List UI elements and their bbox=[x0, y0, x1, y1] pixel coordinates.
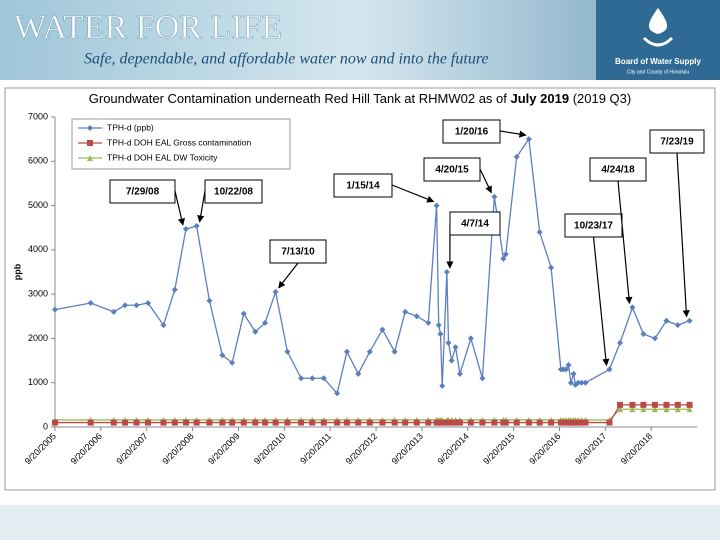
data-point bbox=[252, 420, 258, 426]
y-axis-label: ppb bbox=[12, 263, 22, 280]
data-point bbox=[88, 420, 94, 426]
data-point bbox=[379, 420, 385, 426]
y-tick-label: 2000 bbox=[28, 333, 48, 343]
y-tick-label: 3000 bbox=[28, 289, 48, 299]
data-point bbox=[617, 402, 623, 408]
data-point bbox=[457, 420, 463, 426]
data-point bbox=[675, 402, 681, 408]
data-point bbox=[503, 420, 509, 426]
y-tick-label: 5000 bbox=[28, 200, 48, 210]
y-tick-label: 7000 bbox=[28, 111, 48, 121]
data-point bbox=[111, 420, 117, 426]
annotation-label: 7/23/19 bbox=[660, 137, 694, 148]
legend-label: TPH-d DOH EAL DW Toxicity bbox=[107, 152, 218, 162]
annotation-label: 4/24/18 bbox=[601, 165, 635, 176]
legend-label: TPH-d (ppb) bbox=[107, 122, 154, 132]
data-point bbox=[241, 420, 247, 426]
data-point bbox=[652, 402, 658, 408]
data-point bbox=[334, 420, 340, 426]
data-point bbox=[52, 420, 58, 426]
data-point bbox=[526, 420, 532, 426]
annotation-label: 7/29/08 bbox=[126, 187, 160, 198]
data-point bbox=[309, 420, 315, 426]
y-tick-label: 0 bbox=[43, 421, 48, 431]
data-point bbox=[491, 420, 497, 426]
legend-label: TPH-d DOH EAL Gross contamination bbox=[107, 137, 252, 147]
data-point bbox=[194, 420, 200, 426]
annotation-label: 4/20/15 bbox=[435, 165, 469, 176]
title-main: Groundwater Contamination underneath Red… bbox=[89, 91, 508, 106]
title-suffix: (2019 Q3) bbox=[573, 91, 632, 106]
annotation-label: 7/13/10 bbox=[281, 247, 315, 258]
annotation-label: 1/15/14 bbox=[346, 181, 380, 192]
data-point bbox=[402, 420, 408, 426]
footer-band bbox=[0, 505, 720, 540]
header-title: WATER FOR LIFE bbox=[14, 9, 282, 46]
y-tick-label: 4000 bbox=[28, 244, 48, 254]
data-point bbox=[367, 420, 373, 426]
data-point bbox=[344, 420, 350, 426]
data-point bbox=[229, 420, 235, 426]
data-point bbox=[583, 420, 589, 426]
header-subtitle: Safe, dependable, and affordable water n… bbox=[84, 51, 489, 68]
data-point bbox=[548, 420, 554, 426]
annotation-label: 10/23/17 bbox=[574, 221, 613, 232]
data-point bbox=[122, 420, 128, 426]
data-point bbox=[663, 402, 669, 408]
data-point bbox=[219, 420, 225, 426]
data-point bbox=[514, 420, 520, 426]
data-point bbox=[355, 420, 361, 426]
data-point bbox=[145, 420, 151, 426]
data-point bbox=[183, 420, 189, 426]
data-point bbox=[298, 420, 304, 426]
data-point bbox=[172, 420, 178, 426]
data-point bbox=[273, 420, 279, 426]
data-point bbox=[640, 402, 646, 408]
data-point bbox=[414, 420, 420, 426]
data-point bbox=[606, 420, 612, 426]
data-point bbox=[206, 420, 212, 426]
annotation-label: 10/22/08 bbox=[214, 187, 253, 198]
data-point bbox=[537, 420, 543, 426]
data-point bbox=[629, 402, 635, 408]
legend-marker bbox=[87, 140, 93, 146]
y-tick-label: 1000 bbox=[28, 377, 48, 387]
data-point bbox=[687, 402, 693, 408]
logo-line1: Board of Water Supply bbox=[615, 57, 701, 66]
logo-line2: City and County of Honolulu bbox=[627, 69, 689, 75]
data-point bbox=[425, 420, 431, 426]
data-point bbox=[133, 420, 139, 426]
data-point bbox=[392, 420, 398, 426]
annotation-label: 1/20/16 bbox=[455, 127, 489, 138]
data-point bbox=[321, 420, 327, 426]
data-point bbox=[262, 420, 268, 426]
data-point bbox=[468, 420, 474, 426]
data-point bbox=[284, 420, 290, 426]
annotation-label: 4/7/14 bbox=[461, 219, 489, 230]
y-tick-label: 6000 bbox=[28, 156, 48, 166]
chart-title: Groundwater Contamination underneath Red… bbox=[89, 91, 631, 106]
data-point bbox=[479, 420, 485, 426]
data-point bbox=[160, 420, 166, 426]
title-emphasis: July 2019 bbox=[511, 91, 570, 106]
